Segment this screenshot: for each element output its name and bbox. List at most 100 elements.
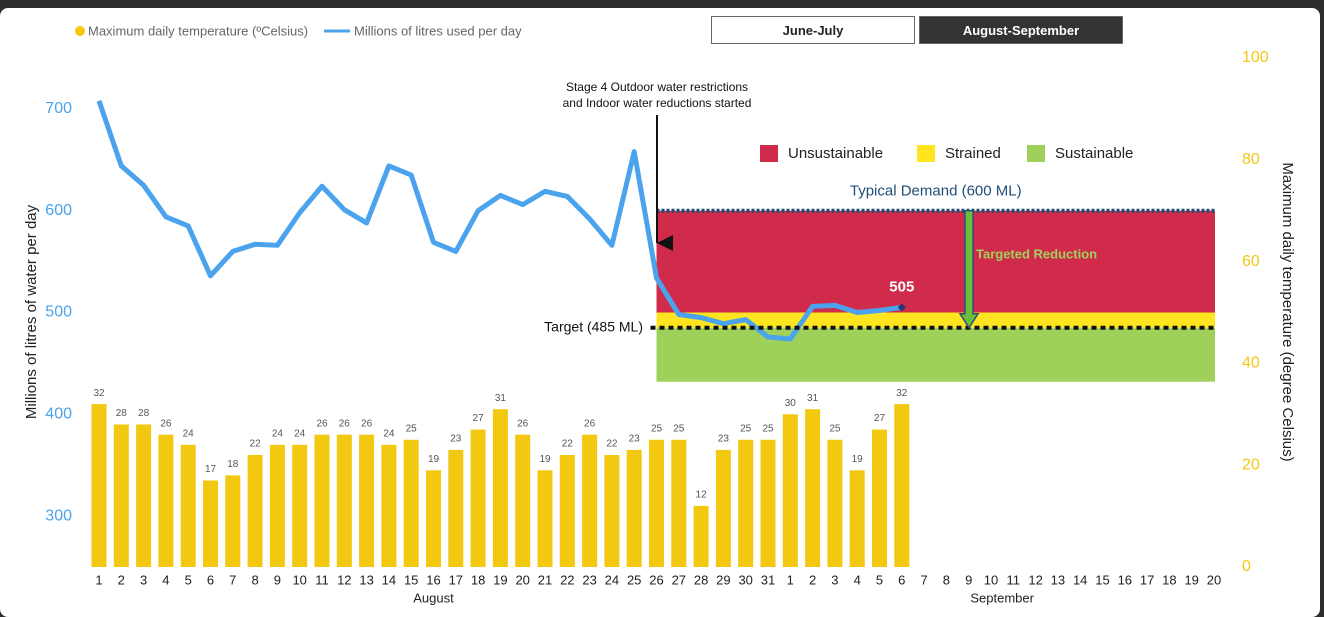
y2-tick-label: 0: [1242, 558, 1251, 575]
annotation: Stage 4 Outdoor water restrictions: [566, 80, 748, 94]
bar: [559, 455, 575, 567]
bar: [738, 439, 754, 567]
bar: [537, 470, 553, 567]
end-marker: [897, 303, 906, 312]
y2-tick-label: 60: [1242, 253, 1260, 270]
data-label: 31: [495, 393, 507, 404]
zone-legend-label: Sustainable: [1055, 145, 1133, 162]
data-label: 19: [852, 454, 864, 465]
annotation: and Indoor water reductions started: [563, 96, 752, 110]
x-tick-label: 1: [95, 572, 102, 587]
data-label: 32: [896, 388, 908, 399]
x-tick-label: 17: [1140, 572, 1154, 587]
x-group-label: August: [413, 590, 454, 605]
line: [96, 99, 903, 342]
legend-label: Millions of litres used per day: [354, 23, 522, 38]
x-tick-label: 25: [627, 572, 641, 587]
x-tick-label: 13: [1051, 572, 1065, 587]
data-label: 505: [889, 278, 914, 295]
x-tick-label: 30: [738, 572, 752, 587]
data-label: 26: [584, 418, 596, 429]
zone-legend-label: Strained: [945, 145, 1001, 162]
bar: [782, 414, 798, 567]
x-tick-label: 7: [920, 572, 927, 587]
zone: [656, 210, 1215, 313]
x-tick-label: 10: [292, 572, 306, 587]
y-tick-label: 700: [45, 100, 72, 117]
data-label: 19: [539, 454, 551, 465]
data-label: 28: [116, 408, 128, 419]
data-label: 17: [205, 464, 217, 475]
bar: [827, 439, 843, 567]
y-axis-title: Millions of litres of water per day: [23, 204, 40, 419]
x-tick-label: 8: [251, 572, 258, 587]
bar: [515, 434, 531, 567]
data-label: 30: [785, 398, 797, 409]
bar: [314, 434, 330, 567]
x-tick-label: 4: [854, 572, 861, 587]
data-label: 25: [406, 423, 418, 434]
x-tick-label: 2: [809, 572, 816, 587]
x-tick-label: 2: [118, 572, 125, 587]
x-tick-label: 5: [185, 572, 192, 587]
x-tick-label: 27: [672, 572, 686, 587]
tab-button[interactable]: August-September: [919, 16, 1123, 44]
y2-tick-label: 80: [1242, 151, 1260, 168]
x-tick-label: 14: [1073, 572, 1087, 587]
x-tick-label: 18: [1162, 572, 1176, 587]
bar: [492, 409, 508, 567]
x-tick-label: 19: [1184, 572, 1198, 587]
data-label: 24: [183, 428, 195, 439]
y2-tick-label: 20: [1242, 456, 1260, 473]
x-tick-label: 15: [404, 572, 418, 587]
bar: [91, 404, 107, 567]
bar: [136, 424, 152, 567]
bar: [649, 439, 664, 567]
bar: [582, 434, 598, 567]
data-label: 22: [250, 439, 262, 450]
y-tick-label: 500: [45, 304, 72, 321]
zone-legend-swatch: [917, 145, 935, 162]
bar: [359, 434, 375, 567]
x-tick-label: 31: [761, 572, 775, 587]
bar: [715, 449, 731, 567]
x-tick-label: 12: [1028, 572, 1042, 587]
bar: [269, 444, 285, 567]
x-tick-label: 20: [1207, 572, 1221, 587]
data-label: 31: [807, 393, 819, 404]
x-tick-label: 7: [229, 572, 236, 587]
y2-axis-title: Maximum daily temperature (degree Celsiu…: [1279, 162, 1296, 461]
data-label: 22: [562, 439, 574, 450]
x-tick-label: 20: [515, 572, 529, 587]
data-label: 24: [294, 428, 306, 439]
x-tick-label: 3: [140, 572, 147, 587]
x-tick-label: 29: [716, 572, 730, 587]
zone: [656, 312, 1215, 328]
bar: [760, 439, 776, 567]
x-tick-label: 11: [1007, 572, 1021, 587]
tab-button[interactable]: June-July: [711, 16, 915, 44]
data-label: 25: [829, 423, 841, 434]
bar: [292, 444, 308, 567]
x-tick-label: 4: [162, 572, 169, 587]
zone-legend-swatch: [760, 145, 778, 162]
x-tick-label: 23: [582, 572, 596, 587]
zone-legend-swatch: [1027, 145, 1045, 162]
bar: [470, 429, 486, 567]
data-label: 24: [272, 428, 284, 439]
x-tick-label: 1: [787, 572, 794, 587]
bar: [805, 409, 821, 567]
legend-label: Maximum daily temperature (ºCelsius): [88, 23, 308, 38]
bar: [671, 439, 687, 567]
data-label: 26: [316, 418, 328, 429]
bar: [113, 424, 129, 567]
data-label: 25: [740, 423, 752, 434]
zone-legend-label: Unsustainable: [788, 145, 883, 162]
x-tick-label: 13: [359, 572, 373, 587]
x-tick-label: 24: [605, 572, 619, 587]
x-tick-label: 8: [943, 572, 950, 587]
y2-tick-label: 40: [1242, 355, 1260, 372]
x-tick-label: 15: [1095, 572, 1109, 587]
y-tick-label: 300: [45, 507, 72, 524]
